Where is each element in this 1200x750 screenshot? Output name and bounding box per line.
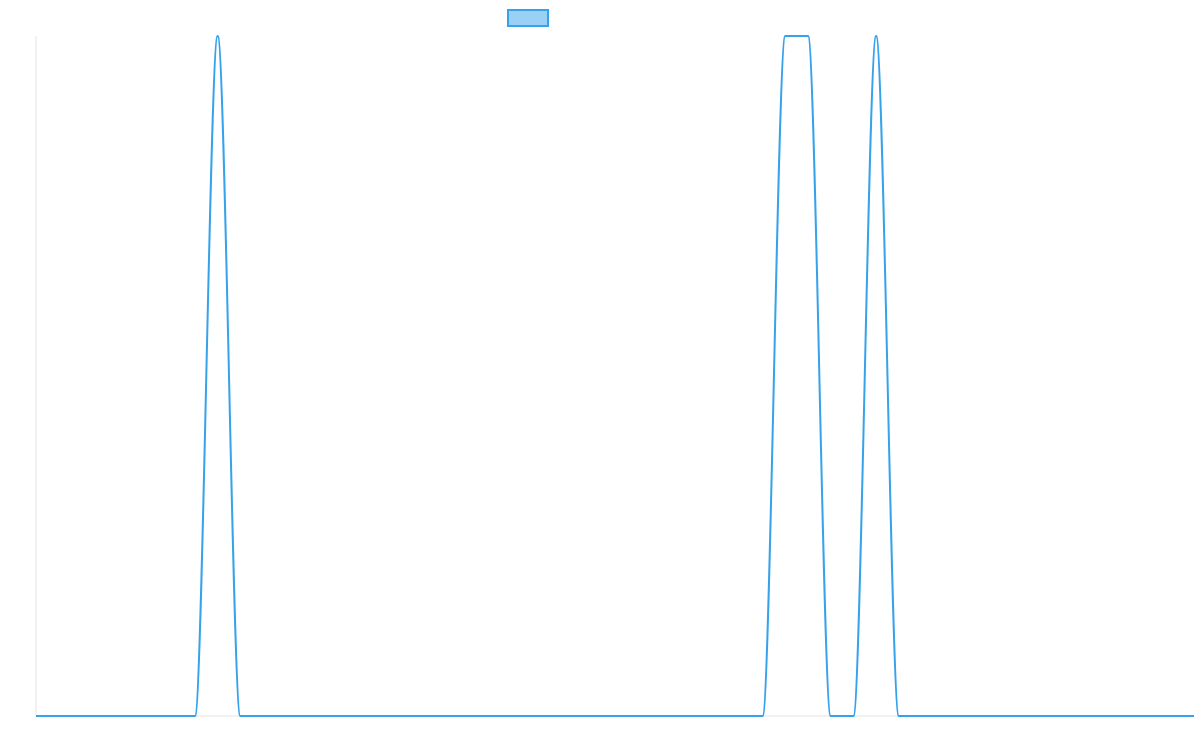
- legend-item-0[interactable]: [507, 9, 549, 27]
- series-line-0: [36, 35, 1194, 717]
- legend-swatch[interactable]: [507, 9, 549, 27]
- legend[interactable]: [507, 9, 549, 27]
- axes: [35, 36, 1194, 717]
- series-layer: [36, 35, 1194, 717]
